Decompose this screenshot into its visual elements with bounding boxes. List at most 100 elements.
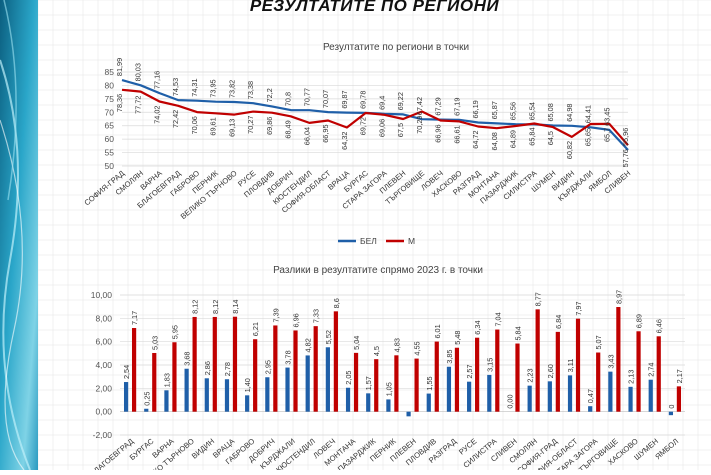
line-data-label: 65,08 <box>546 103 555 121</box>
line-data-label: 65,7 <box>602 128 611 142</box>
bar-data-label: 7,33 <box>312 309 321 323</box>
line-y-tick-label: 80 <box>105 80 115 90</box>
bar-bel <box>245 395 249 411</box>
bar-data-label: 4,5 <box>372 346 381 356</box>
bar-data-label: 8,97 <box>614 290 623 304</box>
bar-data-label: 2,23 <box>526 368 535 382</box>
legend-label: БЕЛ <box>360 236 377 246</box>
bar-data-label: 0,25 <box>142 392 151 406</box>
bar-bel <box>588 406 592 411</box>
bar-data-label: 6,34 <box>473 320 482 334</box>
bar-data-label: 6,89 <box>635 314 644 328</box>
bar-m <box>536 309 540 411</box>
line-data-label: 73,38 <box>246 81 255 99</box>
line-data-label: 66,19 <box>471 100 480 118</box>
line-data-label: 74,31 <box>190 78 199 96</box>
line-data-label: 69,72 <box>359 117 368 135</box>
line-data-label: 70,27 <box>246 116 255 134</box>
bar-m <box>616 307 620 412</box>
bar-bel <box>447 367 451 412</box>
bar-y-tick-label: 6,00 <box>95 337 112 347</box>
line-data-label: 73,82 <box>227 80 236 98</box>
legend-label: М <box>408 236 415 246</box>
line-y-tick-label: 70 <box>105 107 115 117</box>
line-data-label: 73,95 <box>209 79 218 97</box>
bar-bel <box>366 393 370 411</box>
bar-data-label: 2,74 <box>647 362 656 376</box>
line-data-label: 77,72 <box>134 96 143 114</box>
bar-bel <box>608 372 612 412</box>
line-data-label: 70,29 <box>415 116 424 134</box>
bar-data-label: 5,03 <box>150 336 159 350</box>
bar-y-tick-label: 0,00 <box>95 407 112 417</box>
bar-bel <box>205 378 209 411</box>
line-data-label: 69,87 <box>340 90 349 108</box>
line-data-label: 81,99 <box>115 58 124 76</box>
line-data-label: 66,61 <box>452 125 461 143</box>
line-y-tick-label: 85 <box>105 67 115 77</box>
line-data-label: 69,78 <box>359 91 368 109</box>
bar-data-label: 6,01 <box>433 324 442 338</box>
line-data-label: 64,41 <box>584 105 593 123</box>
bar-data-label: 6,46 <box>655 319 664 333</box>
bar-m <box>233 317 237 412</box>
line-data-label: 65,56 <box>509 102 518 120</box>
bar-bel <box>225 379 229 411</box>
line-data-label: 66,96 <box>434 124 443 142</box>
bar-data-label: 2,13 <box>627 370 636 384</box>
bar-m <box>273 325 277 411</box>
bar-data-label: 4,83 <box>392 338 401 352</box>
line-data-label: 67,19 <box>452 98 461 116</box>
bar-y-tick-label: -2,00 <box>93 430 113 440</box>
bar-data-label: 8,14 <box>231 299 240 313</box>
bar-m <box>475 338 479 412</box>
bar-m <box>657 336 661 411</box>
bar-category-label: ВИДИН <box>190 437 216 461</box>
line-data-label: 66,04 <box>302 127 311 145</box>
bar-chart: Разлики в резултатите спрямо 2023 г. в т… <box>80 262 700 470</box>
line-data-label: 65,65 <box>584 128 593 146</box>
bar-data-label: 6,96 <box>292 313 301 327</box>
bar-data-label: 3,68 <box>183 352 192 366</box>
bar-data-label: 3,15 <box>485 358 494 372</box>
bar-data-label: 5,04 <box>352 336 361 350</box>
bar-bel <box>669 412 673 416</box>
line-data-label: 55,96 <box>621 128 630 146</box>
bar-data-label: 7,39 <box>271 308 280 322</box>
bar-data-label: 5,48 <box>453 331 462 345</box>
bar-m <box>253 339 257 411</box>
bar-m <box>455 348 459 412</box>
bar-data-label: 1,05 <box>384 382 393 396</box>
bar-data-label: 2,57 <box>465 364 474 378</box>
line-data-label: 80,03 <box>134 63 143 81</box>
bar-category-label: БЛАГОЕВГРАД <box>88 437 135 470</box>
bar-data-label: 1,83 <box>162 373 171 387</box>
line-data-label: 69,61 <box>209 117 218 135</box>
bar-bel <box>306 355 310 411</box>
bar-data-label: 1,55 <box>425 376 434 390</box>
bar-m <box>193 317 197 412</box>
line-y-tick-label: 55 <box>105 148 115 158</box>
bar-data-label: 5,84 <box>513 326 522 340</box>
bar-data-label: 3,85 <box>445 350 454 364</box>
bar-data-label: 0,47 <box>586 389 595 403</box>
bar-data-label: 8,6 <box>332 298 341 308</box>
bar-m <box>596 353 600 412</box>
bar-m <box>152 353 156 412</box>
bar-data-label: 2,05 <box>344 371 353 385</box>
bar-data-label: 4,55 <box>413 341 422 355</box>
bar-data-label: 1,57 <box>364 376 373 390</box>
line-data-label: 64,98 <box>565 104 574 122</box>
line-data-label: 72,42 <box>171 110 180 128</box>
bar-m <box>374 359 378 412</box>
bar-data-label: 2,17 <box>675 369 684 383</box>
bar-m <box>556 332 560 412</box>
line-data-label: 67,29 <box>434 97 443 115</box>
bar-data-label: 3,43 <box>606 354 615 368</box>
bar-y-tick-label: 2,00 <box>95 383 112 393</box>
bar-data-label: 0,00 <box>505 394 514 408</box>
line-data-label: 72,2 <box>265 88 274 102</box>
bar-data-label: 7,17 <box>130 311 139 325</box>
bar-m <box>576 319 580 412</box>
line-data-label: 64,72 <box>471 130 480 148</box>
